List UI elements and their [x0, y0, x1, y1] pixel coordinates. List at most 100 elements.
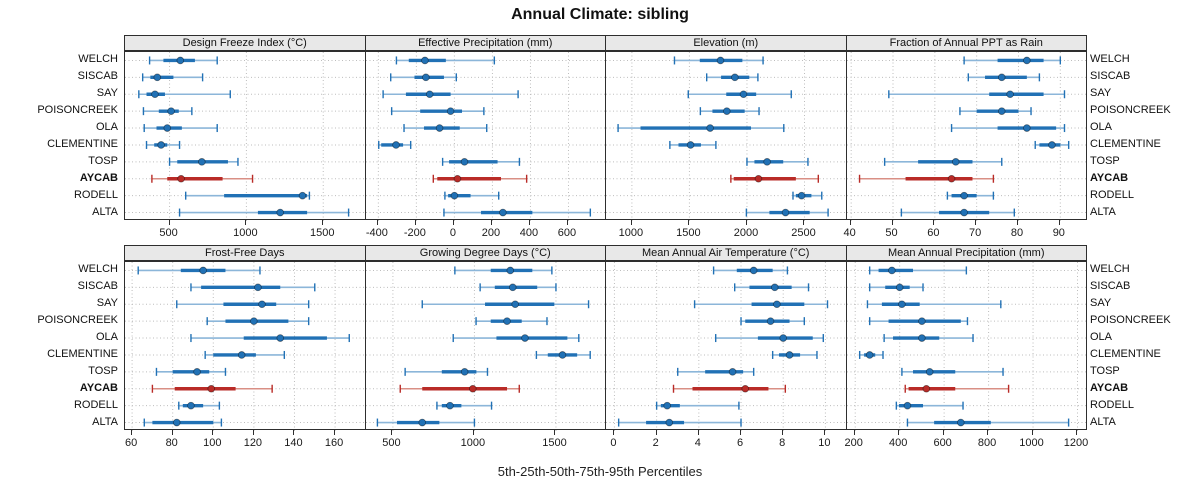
axis-tick-label: 1000: [460, 437, 486, 449]
median-dot: [172, 418, 181, 427]
median-dot: [421, 73, 430, 82]
median-dot: [917, 334, 926, 342]
axis-tick: [528, 220, 530, 225]
axis-tick: [745, 220, 747, 225]
median-dot: [199, 266, 207, 275]
interval-clementine: [858, 350, 884, 359]
page-title: Annual Climate: sibling: [511, 6, 689, 23]
station-label-left-clementine: CLEMENTINE: [47, 137, 118, 150]
panel-strip-title: Growing Degree Days (°C): [364, 245, 606, 261]
axis-tick-label: 50: [885, 227, 898, 239]
axis-tick: [376, 220, 378, 225]
axis-tick: [740, 430, 742, 435]
interval-say: [176, 300, 310, 309]
median-dot: [663, 401, 671, 410]
panel-strip-title: Fraction of Annual PPT as Rain: [845, 35, 1087, 51]
median-dot: [151, 90, 159, 99]
median-dot: [723, 107, 731, 115]
interval-welch: [395, 56, 495, 65]
median-dot: [558, 351, 566, 359]
station-label-right-clementine: CLEMENTINE: [1090, 347, 1161, 360]
axis-tick-label: 800: [977, 437, 997, 449]
axis-tick: [697, 430, 699, 435]
median-dot: [391, 141, 400, 149]
interval-aycab: [399, 384, 520, 393]
axis-tick: [655, 430, 657, 435]
median-dot: [922, 384, 930, 393]
interval-poisoncreek: [206, 317, 310, 326]
median-dot: [925, 368, 933, 376]
median-dot: [510, 300, 519, 309]
station-label-right-rodell: RODELL: [1090, 398, 1135, 411]
interval-ola: [402, 124, 487, 133]
station-label-right-say: SAY: [1090, 87, 1112, 100]
interval-rodell: [178, 401, 221, 410]
median-dot: [446, 107, 454, 115]
interval-poisoncreek: [868, 317, 968, 326]
interval-ola: [950, 124, 1065, 133]
axis-caption: 5th-25th-50th-75th-95th Percentiles: [497, 464, 703, 479]
axis-tick: [245, 220, 247, 225]
interval-poisoncreek: [699, 107, 760, 116]
median-dot: [198, 158, 206, 166]
interval-clementine: [669, 140, 717, 149]
axis-tick: [566, 220, 568, 225]
interval-rodell: [655, 401, 740, 410]
axis-tick-label: 100: [203, 437, 222, 449]
median-dot: [903, 401, 911, 410]
axis-tick: [891, 220, 893, 225]
median-dot: [997, 107, 1006, 115]
median-dot: [176, 56, 185, 65]
interval-rodell: [185, 191, 311, 200]
station-label-right-poisoncreek: POISONCREEK: [1090, 314, 1171, 327]
median-dot: [237, 351, 246, 359]
median-dot: [779, 334, 788, 342]
station-label-left-poisoncreek: POISONCREEK: [37, 104, 118, 117]
interval-rodell: [443, 191, 499, 200]
median-dot: [417, 418, 426, 427]
station-label-right-welch: WELCH: [1090, 53, 1130, 66]
axis-tick-label: 4: [694, 437, 701, 449]
median-dot: [739, 90, 748, 99]
median-dot: [754, 174, 763, 183]
axis-tick-label: 200: [844, 437, 863, 449]
axis-tick-label: 80: [165, 437, 178, 449]
axis-tick: [322, 220, 324, 225]
station-label-right-siscab: SISCAB: [1090, 280, 1131, 293]
station-label-left-aycab: AYCAB: [79, 381, 118, 394]
interval-poisoncreek: [474, 317, 548, 326]
median-dot: [258, 300, 266, 309]
interval-aycab: [151, 384, 273, 393]
panel-strip-title: Effective Precipitation (mm): [364, 35, 606, 51]
median-dot: [865, 351, 873, 359]
panel-canvas: [606, 262, 847, 431]
interval-alta: [745, 208, 829, 217]
axis-tick-label: 1000: [1019, 437, 1044, 449]
median-dot: [193, 368, 201, 376]
axis-tick-label: 500: [159, 227, 178, 239]
axis-tick-label: 10: [818, 437, 831, 449]
median-dot: [450, 191, 458, 200]
median-dot: [468, 384, 477, 393]
interval-welch: [962, 56, 1061, 65]
panel-canvas: [125, 52, 366, 221]
axis-tick: [1031, 430, 1033, 435]
median-dot: [502, 317, 511, 325]
median-dot: [797, 191, 806, 200]
panel-8: [845, 261, 1087, 431]
interval-tosp: [403, 367, 488, 376]
median-dot: [959, 208, 968, 217]
interval-alta: [442, 208, 591, 217]
interval-aycab: [858, 174, 994, 183]
interval-say: [687, 90, 792, 99]
median-dot: [520, 334, 529, 342]
median-dot: [435, 124, 443, 132]
interval-tosp: [677, 367, 755, 376]
axis-tick-label: 0: [449, 227, 456, 239]
interval-ola: [617, 124, 785, 133]
median-dot: [728, 368, 737, 376]
axis-tick: [824, 430, 826, 435]
axis-tick: [1016, 220, 1018, 225]
axis-tick-label: 2: [652, 437, 659, 449]
panel-canvas: [365, 262, 606, 431]
